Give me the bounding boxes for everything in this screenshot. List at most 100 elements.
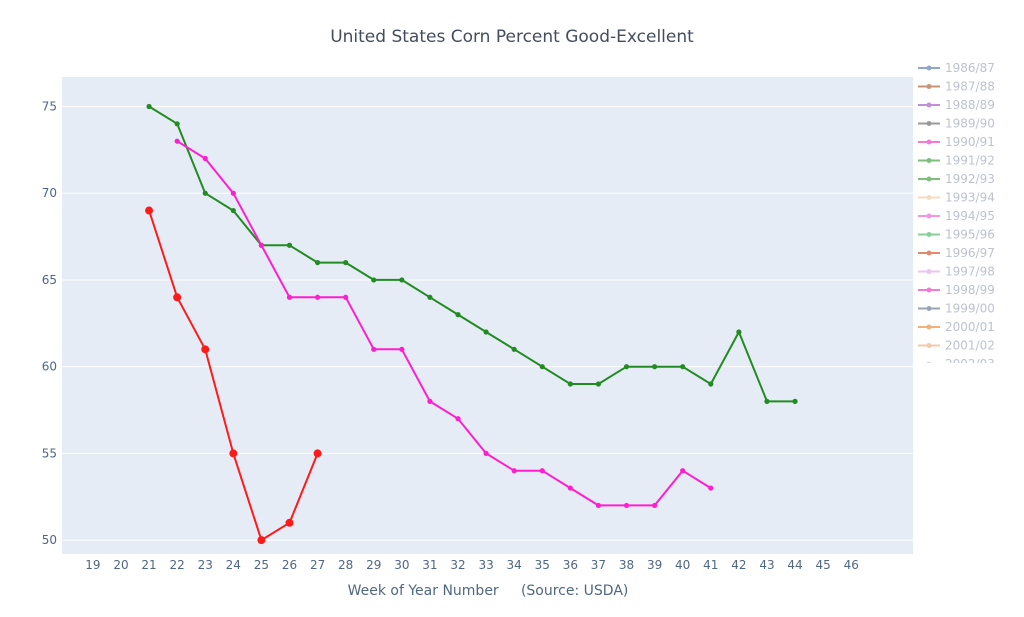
- data-point[interactable]: [371, 277, 377, 283]
- legend-item[interactable]: 1994/95: [918, 209, 995, 223]
- legend-item[interactable]: 2000/01: [918, 320, 995, 334]
- legend-label: 2002/03: [945, 357, 995, 371]
- legend-item[interactable]: 1996/97: [918, 246, 995, 260]
- legend-item[interactable]: 1988/89: [918, 98, 995, 112]
- legend[interactable]: 1986/87 1987/88 1988/89 1989/90 1990/91 1991/…: [918, 61, 995, 371]
- x-tick-label: 23: [198, 558, 213, 572]
- data-point[interactable]: [455, 312, 461, 318]
- data-point[interactable]: [680, 364, 686, 370]
- x-tick-label: 34: [507, 558, 522, 572]
- legend-swatch-marker: [926, 121, 932, 126]
- legend-swatch-marker: [926, 361, 932, 363]
- data-point[interactable]: [314, 259, 321, 266]
- legend-label: 2001/02: [945, 339, 995, 353]
- data-point[interactable]: [174, 138, 180, 144]
- data-point[interactable]: [201, 345, 210, 354]
- x-tick-label: 27: [310, 558, 325, 572]
- x-tick-label: 35: [535, 558, 550, 572]
- x-tick-label: 28: [338, 558, 353, 572]
- data-point[interactable]: [567, 381, 573, 387]
- data-point[interactable]: [230, 190, 236, 196]
- data-point[interactable]: [202, 190, 208, 196]
- data-point[interactable]: [680, 468, 686, 474]
- data-point[interactable]: [173, 293, 182, 302]
- legend-item[interactable]: 1992/93: [918, 172, 995, 186]
- data-point[interactable]: [792, 398, 798, 404]
- data-point[interactable]: [343, 259, 349, 266]
- data-point[interactable]: [146, 103, 152, 110]
- data-point[interactable]: [511, 468, 517, 474]
- legend-swatch-marker: [926, 139, 932, 145]
- series-layer: [145, 103, 798, 545]
- data-point[interactable]: [623, 364, 630, 370]
- legend-swatch-marker: [926, 324, 932, 330]
- data-point[interactable]: [652, 502, 658, 509]
- data-point[interactable]: [427, 398, 433, 404]
- data-point[interactable]: [708, 381, 714, 387]
- data-point[interactable]: [539, 364, 545, 370]
- legend-item[interactable]: 1986/87: [918, 61, 995, 75]
- data-point[interactable]: [595, 381, 602, 387]
- y-tick-label: 65: [42, 273, 57, 287]
- data-point[interactable]: [313, 449, 322, 458]
- data-point[interactable]: [257, 536, 266, 545]
- data-point[interactable]: [483, 329, 489, 335]
- data-point[interactable]: [511, 346, 517, 352]
- data-point[interactable]: [202, 155, 208, 162]
- x-tick-label: 39: [647, 558, 662, 572]
- legend-item[interactable]: 1998/99: [918, 283, 995, 297]
- legend-item[interactable]: 1991/92: [918, 154, 995, 168]
- x-tick-label: 45: [815, 558, 830, 572]
- x-tick-label: 24: [226, 558, 241, 572]
- y-tick-label: 70: [42, 186, 57, 200]
- legend-swatch-marker: [926, 287, 932, 293]
- series-line-0: [148, 105, 795, 403]
- legend-label: 1997/98: [945, 265, 995, 279]
- legend-swatch-marker: [926, 269, 932, 274]
- legend-label: 1987/88: [945, 80, 995, 94]
- y-tick-label: 50: [42, 533, 57, 547]
- legend-swatch-marker: [926, 176, 932, 182]
- legend-item[interactable]: 1990/91: [918, 135, 995, 149]
- legend-item[interactable]: 1999/00: [918, 302, 995, 316]
- data-point[interactable]: [314, 294, 321, 300]
- legend-label: 1986/87: [945, 61, 995, 75]
- data-point[interactable]: [145, 206, 154, 215]
- data-point[interactable]: [483, 450, 489, 456]
- data-point[interactable]: [286, 242, 293, 248]
- data-point[interactable]: [427, 294, 433, 300]
- data-point[interactable]: [736, 329, 742, 335]
- data-point[interactable]: [764, 398, 770, 404]
- data-point[interactable]: [539, 468, 545, 474]
- legend-item[interactable]: 2001/02: [918, 339, 995, 353]
- legend-item[interactable]: 1997/98: [918, 265, 995, 279]
- legend-item[interactable]: 2002/03: [918, 357, 995, 371]
- y-tick-label: 75: [42, 99, 57, 113]
- legend-item[interactable]: 1995/96: [918, 228, 995, 242]
- x-tick-label: 38: [619, 558, 634, 572]
- data-point[interactable]: [623, 502, 630, 509]
- series-line-1: [176, 140, 712, 507]
- data-point[interactable]: [230, 207, 236, 214]
- data-point[interactable]: [371, 346, 377, 352]
- data-point[interactable]: [258, 242, 265, 248]
- legend-label: 1994/95: [945, 209, 995, 223]
- data-point[interactable]: [399, 277, 405, 283]
- data-point[interactable]: [567, 485, 573, 491]
- data-point[interactable]: [229, 449, 238, 458]
- legend-item[interactable]: 1987/88: [918, 80, 995, 94]
- legend-item[interactable]: 1989/90: [918, 117, 995, 131]
- data-point[interactable]: [455, 416, 461, 422]
- data-point[interactable]: [285, 518, 294, 527]
- data-point[interactable]: [343, 294, 349, 300]
- legend-item[interactable]: 1993/94: [918, 191, 995, 205]
- data-point[interactable]: [174, 121, 180, 127]
- data-point[interactable]: [595, 502, 602, 509]
- x-tick-label: 36: [563, 558, 578, 572]
- y-tick-label: 60: [42, 360, 57, 374]
- data-point[interactable]: [286, 294, 293, 300]
- data-point[interactable]: [708, 485, 714, 491]
- data-point[interactable]: [652, 364, 658, 370]
- data-point[interactable]: [399, 346, 405, 352]
